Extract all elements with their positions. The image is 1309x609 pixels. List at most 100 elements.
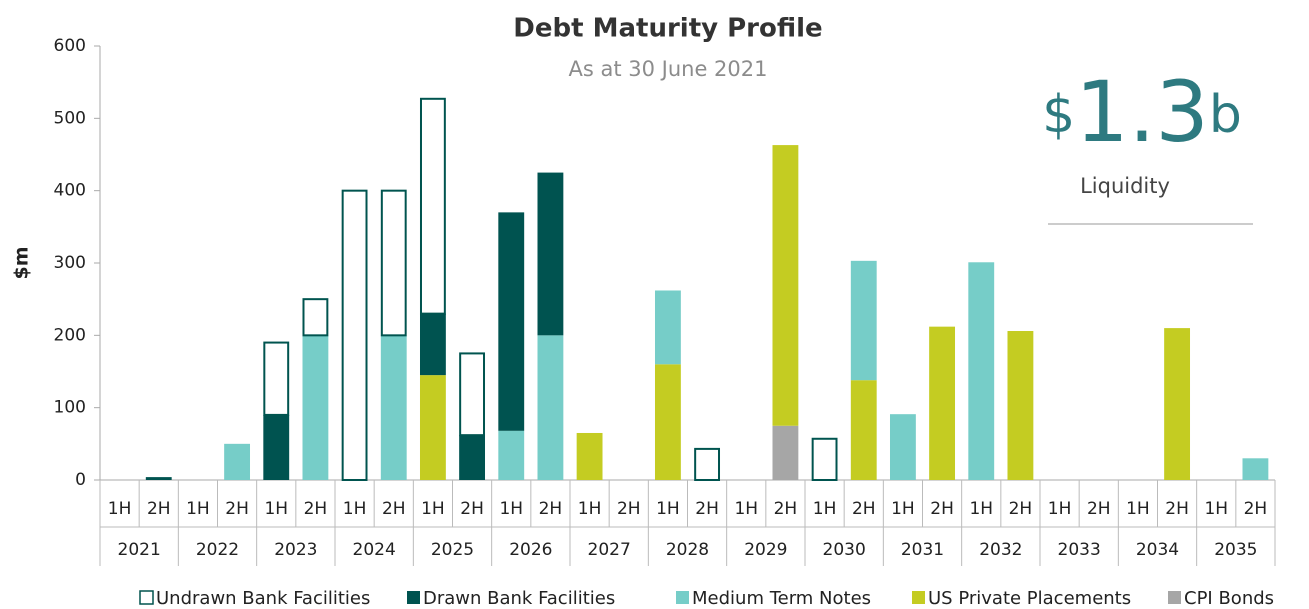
group-label: 2022 [196,540,239,560]
y-tick-label: 600 [54,36,86,56]
bar-segment [498,430,525,480]
bar-segment [850,260,877,381]
x-tick-label: 1H [891,499,915,519]
group-label: 2025 [431,540,474,560]
x-tick-label: 1H [186,499,210,519]
y-axis-label: $m [11,246,33,279]
x-tick-label: 1H [108,499,132,519]
bar-segment [1007,330,1034,480]
bar-segment [380,335,407,480]
x-tick-label: 2H [1244,499,1268,519]
bar-segment [380,189,407,337]
x-tick-label: 2H [147,499,171,519]
bar-segment [419,375,446,480]
legend-label: Undrawn Bank Facilities [156,588,370,609]
group-label: 2027 [588,540,631,560]
x-tick-label: 2H [1009,499,1033,519]
x-tick-label: 1H [578,499,602,519]
group-label: 2030 [823,540,866,560]
bar-segment [302,335,329,480]
bar-segment [419,313,446,376]
x-tick-label: 1H [1126,499,1150,519]
group-label: 2023 [274,540,317,560]
bar-segment [654,364,681,480]
bar-segment [576,432,603,480]
x-tick-label: 1H [343,499,367,519]
bar-segment [1164,328,1191,480]
x-tick-label: 1H [734,499,758,519]
x-tick-label: 2H [852,499,876,519]
group-label: 2035 [1214,540,1257,560]
legend-label: Medium Term Notes [692,588,871,609]
y-tick-label: 400 [54,181,86,201]
y-tick-label: 500 [54,108,86,128]
x-tick-label: 2H [539,499,563,519]
x-tick-label: 1H [1204,499,1228,519]
bar-segment [1242,458,1269,480]
group-label: 2026 [509,540,552,560]
bar-segment [889,414,916,480]
x-tick-label: 1H [1048,499,1072,519]
bar-segment [654,290,681,365]
group-label: 2031 [901,540,944,560]
annotation-unit: b [1209,85,1242,145]
y-tick-label: 200 [54,325,86,345]
legend-marker [912,591,925,604]
x-tick-label: 2H [225,499,249,519]
legend-marker [139,590,154,605]
x-tick-label: 1H [499,499,523,519]
bar-segment [694,447,721,481]
chart-subtitle: As at 30 June 2021 [568,57,767,81]
bar-segment [302,298,329,337]
x-tick-label: 1H [421,499,445,519]
bar-segment [537,335,564,480]
bar-segment [341,189,368,482]
annotation-currency: $ [1042,85,1075,145]
group-label: 2021 [118,540,161,560]
legend-label: CPI Bonds [1184,588,1274,609]
bar-segment [145,477,172,480]
x-tick-label: 2H [1165,499,1189,519]
legend-label: US Private Placements [928,588,1131,609]
group-label: 2024 [353,540,396,560]
bar-segment [419,97,446,315]
bar-segment [537,172,564,336]
group-label: 2032 [979,540,1022,560]
x-tick-label: 1H [969,499,993,519]
y-tick-label: 300 [54,253,86,273]
chart-title: Debt Maturity Profile [513,14,822,44]
bar-segment [811,437,838,481]
group-label: 2029 [744,540,787,560]
bar-segment [772,145,799,426]
legend-marker [1168,591,1181,604]
bar-segment [459,435,486,480]
legend-marker [676,591,689,604]
bar-segment [263,341,290,416]
x-tick-label: 2H [460,499,484,519]
bar-segment [968,262,995,480]
bar-segment [224,443,251,480]
bar-segment [263,414,290,480]
bar-segment [498,212,525,431]
x-tick-label: 1H [264,499,288,519]
x-tick-label: 2H [930,499,954,519]
bar-segment [929,326,956,480]
annotation: $1.3b [1042,63,1242,161]
y-tick-label: 100 [54,398,86,418]
annotation-amount: 1.3 [1075,63,1209,161]
x-tick-label: 1H [656,499,680,519]
bar-segment [850,380,877,480]
legend-label: Drawn Bank Facilities [423,588,615,609]
x-tick-label: 2H [695,499,719,519]
y-tick-label: 0 [75,470,86,490]
annotation-label: Liquidity [1080,174,1170,198]
group-label: 2033 [1058,540,1101,560]
group-label: 2034 [1136,540,1179,560]
x-tick-label: 2H [617,499,641,519]
group-label: 2028 [666,540,709,560]
x-tick-label: 1H [813,499,837,519]
legend-marker [407,591,420,604]
bar-segment [459,352,486,437]
bar-segment [772,425,799,480]
